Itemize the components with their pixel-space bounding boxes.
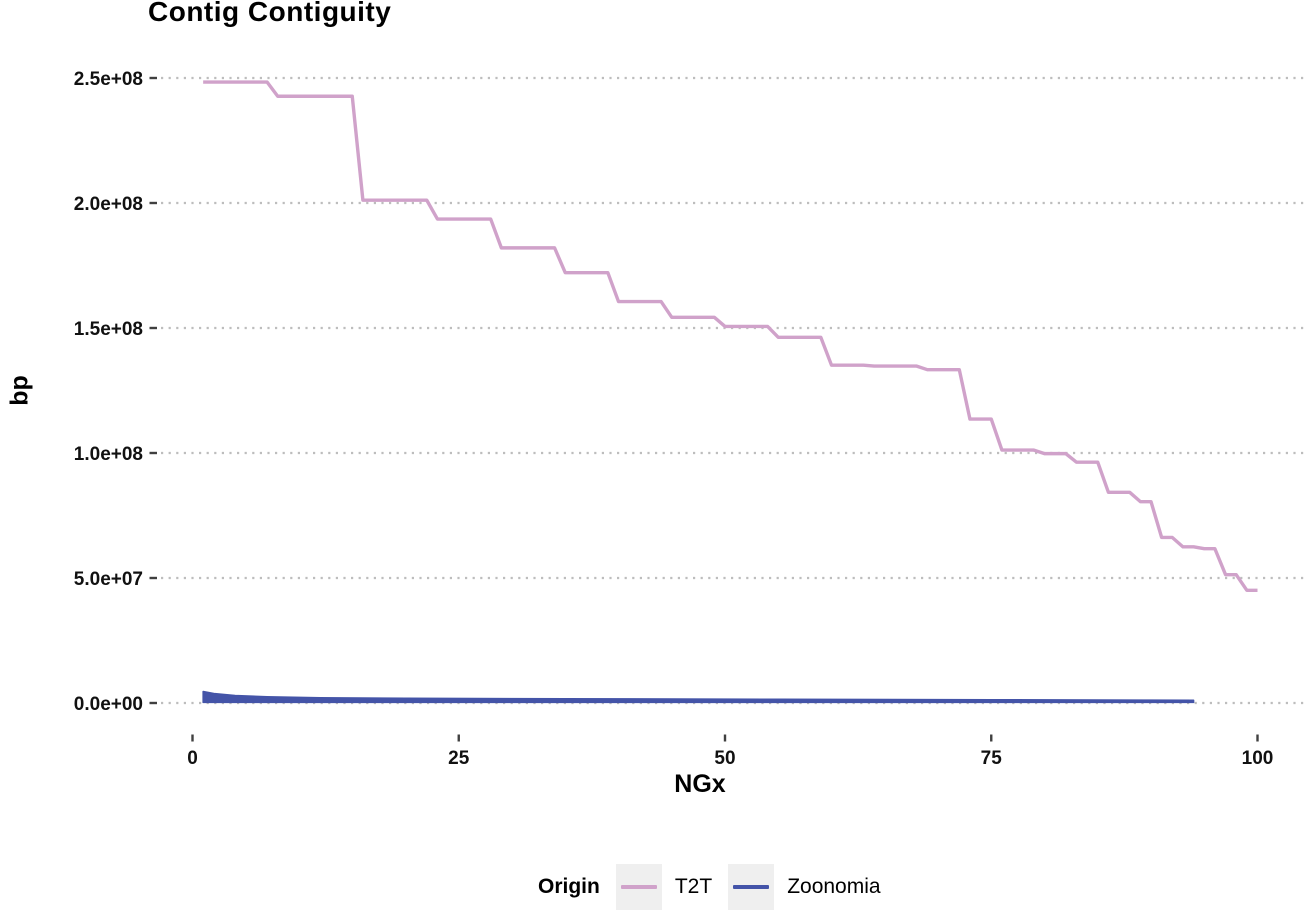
t2t-line-swatch-icon xyxy=(620,885,657,889)
x-tick-label: 75 xyxy=(981,748,1003,769)
x-axis-title: NGx xyxy=(674,770,726,798)
y-tick-label: 2.5e+08 xyxy=(74,69,143,90)
y-tick-label: 2.0e+08 xyxy=(74,194,143,215)
t2t-series-line xyxy=(203,80,1258,592)
legend-label-zoonomia: Zoonomia xyxy=(787,875,881,898)
x-tick-label: 100 xyxy=(1242,748,1274,769)
legend-label-t2t: T2T xyxy=(674,875,713,898)
x-tick-label: 50 xyxy=(714,748,735,769)
zoonomia-line-swatch-icon xyxy=(733,885,770,889)
x-tick-label: 0 xyxy=(187,748,198,769)
legend-key-box xyxy=(728,864,775,910)
legend-title: Origin xyxy=(538,875,600,898)
legend-item-zoonomia: Zoonomia xyxy=(728,864,881,910)
x-tick-label: 25 xyxy=(448,748,470,769)
y-tick-label: 1.5e+08 xyxy=(74,319,143,340)
zoonomia-series-line xyxy=(202,690,1195,704)
legend-item-t2t: T2T xyxy=(615,864,713,910)
y-tick-label: 1.0e+08 xyxy=(74,444,143,465)
legend-key-box xyxy=(615,864,662,910)
y-tick-label: 0.0e+00 xyxy=(74,694,143,715)
y-tick-label: 5.0e+07 xyxy=(74,569,143,590)
plot-area: 0.0e+00 5.0e+07 1.0e+08 1.5e+08 2.0e+08 2.5e+… xyxy=(74,69,1305,769)
legend: Origin T2T Zoonomia xyxy=(538,863,881,911)
chart-title: Contig Contiguity xyxy=(148,0,392,27)
